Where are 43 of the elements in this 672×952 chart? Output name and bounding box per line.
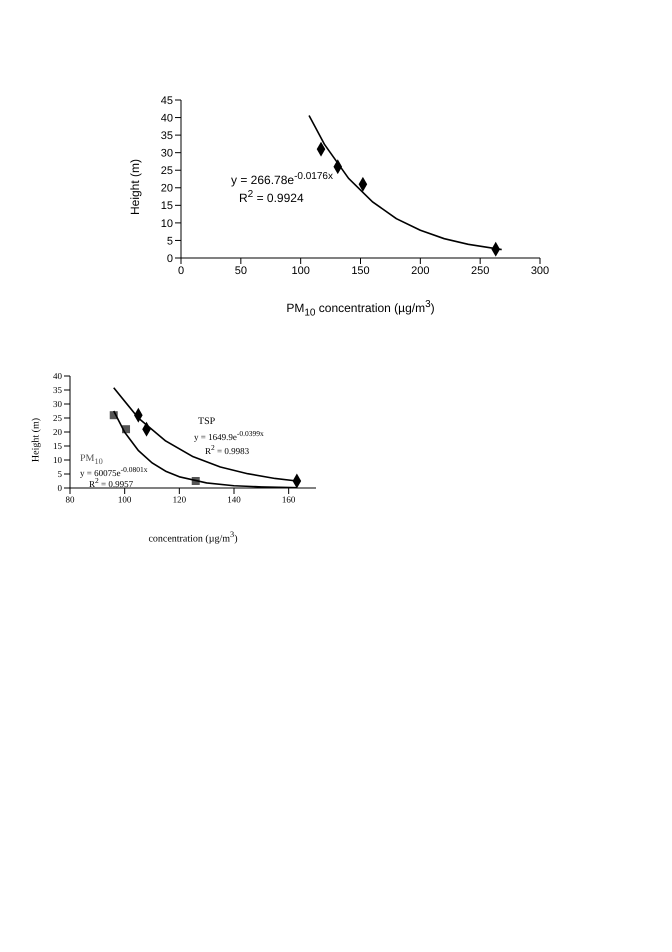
y-tick-label: 5: [58, 469, 62, 480]
y-tick-label: 15: [160, 200, 173, 212]
y-tick-label: 45: [160, 94, 173, 107]
annotation: y = 60075e$^{-0.0801x}$: [80, 465, 148, 478]
y-tick-label: 25: [53, 413, 62, 424]
x-tick-label: 80: [66, 494, 75, 504]
y-tick-label: 0: [58, 483, 62, 494]
y-tick-label: 15: [53, 441, 62, 452]
x-tick-label: 100: [118, 494, 132, 504]
y-tick-label: 5: [166, 235, 173, 248]
y-tick-label: 35: [160, 130, 173, 142]
y-tick-label: 20: [53, 427, 62, 438]
y-tick-label: 40: [53, 371, 62, 382]
x-tick-label: 150: [351, 264, 370, 277]
x-tick-label: 250: [470, 264, 490, 277]
y-tick-label: 0: [166, 252, 173, 265]
x-axis-title: PM$_{10}$ concentration (µg/m$^{3}$): [285, 298, 436, 318]
y-axis-title: Height (m): [30, 418, 42, 462]
y-tick-label: 30: [53, 399, 62, 410]
y-tick-label: 20: [160, 182, 173, 195]
annotation: y = 1649.9e$^{-0.0399x}$: [194, 429, 264, 442]
y-tick-label: 30: [160, 148, 173, 160]
y-tick-label: 10: [53, 455, 62, 466]
y-tick-label: 40: [160, 112, 173, 124]
x-axis-title: concentration (µg/m$^{3}$): [147, 530, 239, 544]
x-tick-label: 200: [411, 264, 430, 277]
annotation: R$^{2}$ = 0.9924: [239, 189, 304, 205]
annotation: R$^{2}$ = 0.9983: [205, 443, 250, 456]
x-tick-label: 100: [291, 264, 310, 277]
text: TSP: [198, 416, 216, 427]
y-tick-label: 25: [160, 165, 173, 178]
y-tick-label: 35: [53, 385, 62, 396]
y-tick-label: 10: [160, 218, 173, 230]
x-tick-label: 160: [282, 494, 296, 504]
x-tick-label: 50: [234, 264, 247, 277]
y-axis-title: Height (m): [128, 158, 142, 216]
x-tick-label: 0: [178, 264, 184, 277]
annotation: R$^{2}$ = 0.9957: [89, 476, 134, 489]
x-tick-label: 140: [227, 494, 242, 504]
x-tick-label: 300: [530, 264, 550, 277]
annotation: y = 266.78e$^{-0.0176x}$: [231, 171, 333, 187]
text: PM$_{10}$: [80, 453, 103, 466]
x-tick-label: 120: [172, 494, 187, 504]
